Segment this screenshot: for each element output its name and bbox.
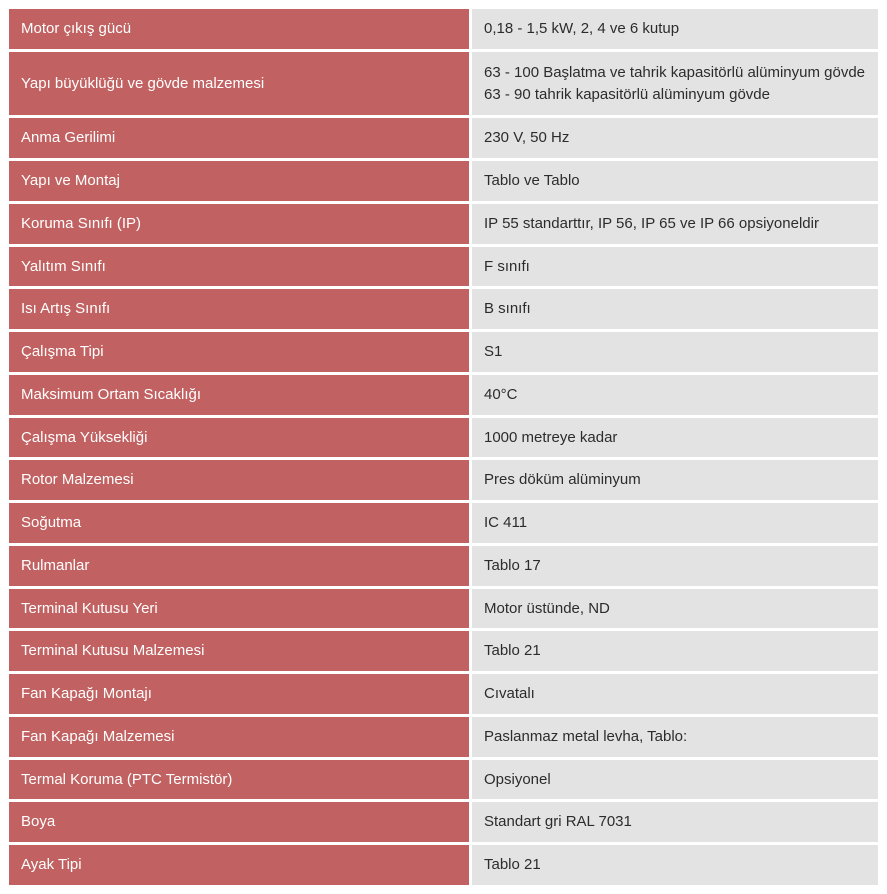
spec-label: Boya [9, 802, 469, 842]
table-row: Fan Kapağı Montajı Cıvatalı [9, 674, 878, 714]
spec-label: Fan Kapağı Montajı [9, 674, 469, 714]
spec-value: IP 55 standarttır, IP 56, IP 65 ve IP 66… [472, 204, 878, 244]
spec-label: Fan Kapağı Malzemesi [9, 717, 469, 757]
table-row: Rotor Malzemesi Pres döküm alüminyum [9, 460, 878, 500]
spec-label: Maksimum Ortam Sıcaklığı [9, 375, 469, 415]
table-row: Terminal Kutusu Malzemesi Tablo 21 [9, 631, 878, 671]
spec-label: Yapı büyüklüğü ve gövde malzemesi [9, 52, 469, 116]
spec-value: Tablo 21 [472, 631, 878, 671]
spec-value: F sınıfı [472, 247, 878, 287]
table-row: Fan Kapağı Malzemesi Paslanmaz metal lev… [9, 717, 878, 757]
spec-label: Isı Artış Sınıfı [9, 289, 469, 329]
spec-label: Anma Gerilimi [9, 118, 469, 158]
table-row: Çalışma Tipi S1 [9, 332, 878, 372]
spec-value: 0,18 - 1,5 kW, 2, 4 ve 6 kutup [472, 9, 878, 49]
spec-label: Koruma Sınıfı (IP) [9, 204, 469, 244]
spec-value: 63 - 100 Başlatma ve tahrik kapasitörlü … [472, 52, 878, 116]
spec-label: Terminal Kutusu Malzemesi [9, 631, 469, 671]
spec-value: Tablo 21 [472, 845, 878, 885]
spec-value: Tablo ve Tablo [472, 161, 878, 201]
spec-value: 40°C [472, 375, 878, 415]
table-row: Koruma Sınıfı (IP) IP 55 standarttır, IP… [9, 204, 878, 244]
spec-table-body: Motor çıkış gücü 0,18 - 1,5 kW, 2, 4 ve … [9, 9, 878, 885]
table-row: Yapı büyüklüğü ve gövde malzemesi 63 - 1… [9, 52, 878, 116]
spec-value: Pres döküm alüminyum [472, 460, 878, 500]
table-row: Motor çıkış gücü 0,18 - 1,5 kW, 2, 4 ve … [9, 9, 878, 49]
table-row: Anma Gerilimi 230 V, 50 Hz [9, 118, 878, 158]
spec-label: Terminal Kutusu Yeri [9, 589, 469, 629]
spec-table: Motor çıkış gücü 0,18 - 1,5 kW, 2, 4 ve … [6, 6, 881, 888]
table-row: Boya Standart gri RAL 7031 [9, 802, 878, 842]
table-row: Soğutma IC 411 [9, 503, 878, 543]
spec-value: Opsiyonel [472, 760, 878, 800]
table-row: Maksimum Ortam Sıcaklığı 40°C [9, 375, 878, 415]
spec-label: Motor çıkış gücü [9, 9, 469, 49]
table-row: Ayak Tipi Tablo 21 [9, 845, 878, 885]
spec-value: Standart gri RAL 7031 [472, 802, 878, 842]
spec-value: Cıvatalı [472, 674, 878, 714]
table-row: Çalışma Yüksekliği 1000 metreye kadar [9, 418, 878, 458]
spec-value: Paslanmaz metal levha, Tablo: [472, 717, 878, 757]
spec-value: Motor üstünde, ND [472, 589, 878, 629]
spec-value: Tablo 17 [472, 546, 878, 586]
spec-value: S1 [472, 332, 878, 372]
spec-label: Soğutma [9, 503, 469, 543]
spec-value: 230 V, 50 Hz [472, 118, 878, 158]
table-row: Rulmanlar Tablo 17 [9, 546, 878, 586]
table-row: Yalıtım Sınıfı F sınıfı [9, 247, 878, 287]
spec-label: Çalışma Tipi [9, 332, 469, 372]
table-row: Terminal Kutusu Yeri Motor üstünde, ND [9, 589, 878, 629]
spec-label: Termal Koruma (PTC Termistör) [9, 760, 469, 800]
spec-label: Yapı ve Montaj [9, 161, 469, 201]
spec-label: Rulmanlar [9, 546, 469, 586]
spec-value: 1000 metreye kadar [472, 418, 878, 458]
spec-label: Yalıtım Sınıfı [9, 247, 469, 287]
spec-value: IC 411 [472, 503, 878, 543]
table-row: Yapı ve Montaj Tablo ve Tablo [9, 161, 878, 201]
table-row: Isı Artış Sınıfı B sınıfı [9, 289, 878, 329]
spec-label: Çalışma Yüksekliği [9, 418, 469, 458]
spec-label: Rotor Malzemesi [9, 460, 469, 500]
table-row: Termal Koruma (PTC Termistör) Opsiyonel [9, 760, 878, 800]
spec-value: B sınıfı [472, 289, 878, 329]
spec-label: Ayak Tipi [9, 845, 469, 885]
